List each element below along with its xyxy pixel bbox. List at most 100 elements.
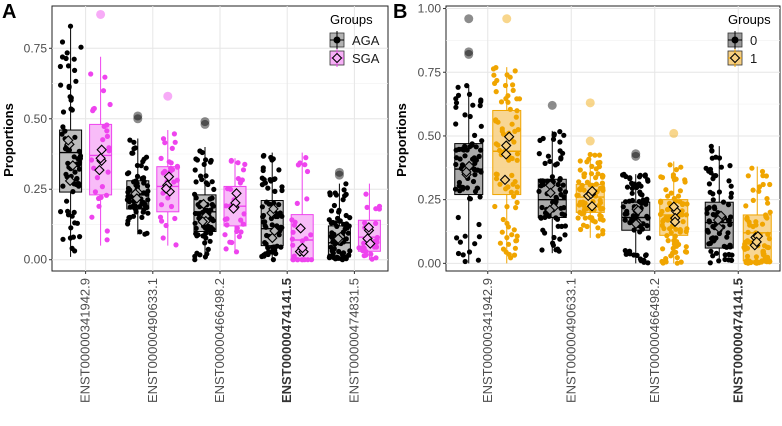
outlier-point (464, 49, 474, 59)
outlier-point (669, 128, 679, 138)
data-point (673, 226, 679, 232)
box-AGA-0 (57, 23, 84, 257)
data-point (141, 180, 147, 186)
data-point (60, 183, 66, 189)
data-point (174, 177, 180, 183)
data-point (727, 163, 733, 169)
data-point (557, 139, 563, 145)
data-point (678, 164, 684, 170)
data-point (753, 259, 759, 265)
panel-a-marks (57, 9, 383, 263)
data-point (69, 245, 75, 251)
diamond-marker (332, 233, 344, 244)
data-point (743, 203, 749, 209)
data-point (74, 175, 80, 182)
data-point (512, 128, 518, 134)
data-point (104, 237, 110, 243)
data-point (76, 166, 82, 172)
data-point (70, 189, 76, 195)
panel-b-marks (452, 14, 773, 266)
data-point (290, 229, 296, 235)
data-point (659, 208, 665, 215)
data-point (745, 229, 751, 235)
data-point (67, 23, 74, 29)
data-point (578, 226, 584, 233)
data-point (346, 223, 352, 229)
data-point (760, 181, 766, 188)
data-point (262, 219, 268, 225)
data-point (580, 222, 587, 228)
y-tick-label: 0.25 (24, 182, 48, 196)
data-point (504, 204, 510, 210)
outlier-point (464, 47, 474, 57)
data-point (71, 154, 77, 160)
data-point (510, 193, 517, 199)
data-point (579, 211, 585, 217)
data-point (142, 231, 148, 237)
data-point (667, 226, 673, 232)
legend-key-diamond (331, 52, 343, 64)
data-point (260, 165, 266, 171)
data-point (756, 184, 763, 190)
data-point (259, 204, 265, 210)
data-point (562, 189, 569, 195)
data-point (193, 179, 199, 185)
data-point (706, 181, 713, 187)
data-point (145, 210, 151, 216)
data-point (511, 139, 517, 145)
data-point (589, 163, 595, 169)
data-point (99, 184, 105, 190)
data-point (637, 256, 644, 262)
data-point (539, 247, 545, 253)
diamond-marker (94, 164, 105, 176)
data-point (509, 172, 515, 178)
data-point (207, 238, 213, 244)
data-point (209, 195, 215, 201)
data-point (724, 234, 730, 240)
data-point (159, 218, 165, 224)
data-point (555, 223, 561, 229)
data-point (58, 82, 64, 88)
data-point (456, 179, 462, 186)
data-point (265, 245, 271, 251)
data-point (272, 176, 278, 182)
diamond-marker (160, 183, 172, 194)
data-point (464, 83, 470, 89)
outlier-point (163, 91, 173, 101)
data-point (60, 236, 66, 242)
data-point (513, 238, 519, 244)
data-point (684, 226, 690, 232)
data-point (491, 72, 497, 78)
data-point (363, 191, 369, 197)
data-point (674, 255, 680, 261)
data-point (308, 257, 315, 263)
data-point (577, 158, 583, 164)
data-point (721, 243, 727, 249)
data-point (299, 238, 305, 244)
data-point (505, 224, 511, 230)
data-point (326, 255, 332, 261)
data-point (141, 175, 147, 181)
data-point (756, 188, 762, 194)
diamond-marker (503, 131, 515, 143)
data-point (192, 257, 198, 263)
data-point (169, 145, 175, 151)
data-point (242, 161, 248, 167)
data-point (453, 121, 459, 127)
data-point (100, 88, 107, 94)
data-point (764, 244, 770, 250)
data-point (240, 221, 246, 227)
data-point (132, 203, 138, 209)
diamond-marker (131, 193, 143, 204)
data-point (634, 184, 640, 191)
data-point (766, 236, 773, 242)
data-point (497, 181, 503, 187)
data-point (637, 191, 644, 197)
data-point (361, 240, 367, 246)
data-point (73, 78, 79, 84)
box-0-0 (452, 14, 485, 265)
data-point (327, 192, 333, 198)
data-point (765, 200, 771, 206)
data-point (726, 178, 732, 184)
data-point (292, 219, 298, 225)
